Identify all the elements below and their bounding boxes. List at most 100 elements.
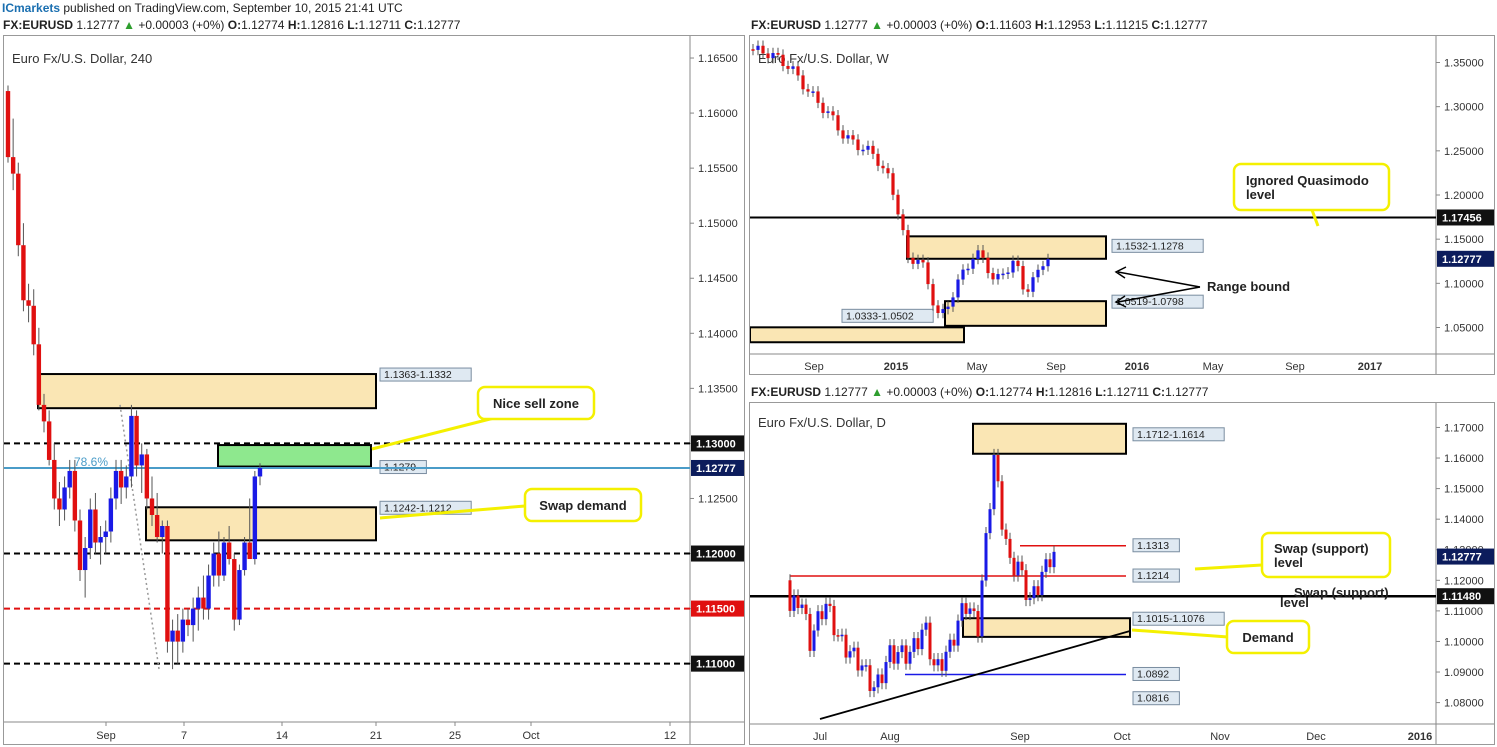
level-label-box <box>1132 568 1180 583</box>
x-tick-label: May <box>1203 361 1224 373</box>
candle-body <box>986 257 990 274</box>
y-tick-label: 1.35000 <box>1444 58 1484 70</box>
zone-supply <box>972 422 1127 455</box>
candle-body <box>916 638 920 650</box>
demand-callout-pointer <box>1131 628 1229 639</box>
author-link[interactable]: ICmarkets <box>2 1 61 15</box>
candle-body <box>812 630 816 651</box>
candle-body <box>77 520 83 571</box>
candle-body <box>871 145 875 154</box>
candle-body <box>991 273 995 280</box>
price-tag: 1.11000 <box>696 659 735 671</box>
candle-body <box>976 611 980 637</box>
x-tick-label: 2016 <box>1125 361 1149 373</box>
candle-body <box>134 415 139 466</box>
candle-body <box>776 53 780 55</box>
x-tick-label: Sep <box>1285 361 1305 373</box>
candle-body <box>801 75 805 90</box>
candle-body <box>175 630 180 642</box>
candle-body <box>876 153 880 166</box>
candle-body <box>820 611 824 620</box>
candle-body <box>846 135 850 139</box>
zone-demand <box>962 617 1131 638</box>
y-tick-label: 1.10000 <box>1444 636 1484 648</box>
candle-body <box>900 645 904 653</box>
y-tick-label: 1.17000 <box>1444 422 1484 434</box>
candle-body <box>1024 570 1028 600</box>
candle-body <box>928 622 932 660</box>
h4-chart-panel[interactable]: 1.16500 1.16000 1.15500 1.15000 1.14500 1.140… <box>3 35 745 745</box>
candle-body <box>72 470 78 521</box>
demand-callout-box <box>1225 619 1311 655</box>
candle-body <box>956 620 960 646</box>
candle-body <box>766 53 770 59</box>
candle-body <box>921 259 925 263</box>
x-tick-label: 7 <box>181 730 187 742</box>
candle-body <box>190 608 196 626</box>
candle-body <box>941 309 945 314</box>
candle-body <box>960 603 964 621</box>
y-tick-label: 1.05000 <box>1444 323 1484 335</box>
candle-body <box>968 608 972 614</box>
candle-body <box>848 651 852 658</box>
x-tick-label: May <box>967 361 988 373</box>
candle-body <box>41 404 47 422</box>
candle-body <box>1028 598 1032 600</box>
candle-body <box>980 580 984 637</box>
chart-title: Euro Fx/U.S. Dollar, W <box>758 51 889 66</box>
candle-body <box>242 542 247 571</box>
candle-body <box>5 91 11 158</box>
candle-body <box>185 619 191 626</box>
candle-body <box>932 659 936 666</box>
x-tick-label: Jul <box>813 731 827 743</box>
x-tick-label: Dec <box>1306 731 1326 743</box>
weekly-chart-panel[interactable]: 1.35000 1.30000 1.25000 1.20000 1.15000 1.100… <box>749 35 1495 375</box>
candle-body <box>852 647 856 652</box>
range-bound-text: Range bound <box>1207 279 1290 294</box>
y-tick-label: 1.14000 <box>1444 514 1484 526</box>
zone-range <box>750 326 965 344</box>
price-tag: 1.12777 <box>1442 254 1482 266</box>
candle-body <box>786 65 790 69</box>
range-arrow-lower <box>1117 286 1201 303</box>
weekly-chart[interactable]: 1.35000 1.30000 1.25000 1.20000 1.15000 1.100… <box>750 36 1495 375</box>
y-tick-label: 1.15000 <box>1444 484 1484 496</box>
candle-body <box>971 258 975 269</box>
candle-body <box>860 665 864 671</box>
candle-body <box>129 415 134 477</box>
candle-body <box>851 135 855 140</box>
swap-support-callout-box <box>1260 531 1392 579</box>
sell-zone-callout-box <box>476 385 596 421</box>
daily-chart-panel[interactable]: 1.170001.160001.150001.140001.130001.120… <box>749 402 1495 745</box>
price-tag-box <box>1437 209 1494 226</box>
candle-body <box>10 157 16 174</box>
publish-header: ICmarkets published on TradingView.com, … <box>0 0 1497 16</box>
candle-body <box>940 659 944 671</box>
h4-chart[interactable]: 1.16500 1.16000 1.15500 1.15000 1.14500 1.140… <box>4 36 745 745</box>
daily-chart[interactable]: 1.170001.160001.150001.140001.130001.120… <box>750 403 1495 745</box>
candle-body <box>956 279 960 298</box>
candle-body <box>831 111 835 116</box>
candle-body <box>226 542 232 560</box>
candle-body <box>908 651 912 664</box>
sell-zone-callout-text: Nice sell zone <box>493 396 579 411</box>
price-tag-box <box>691 600 744 617</box>
candle-body <box>868 665 872 692</box>
quasimodo-callout-pointer <box>1310 209 1320 227</box>
candle-body <box>221 542 227 576</box>
candle-body <box>1026 289 1030 292</box>
candle-body <box>67 470 72 488</box>
daily-ohlc-header: FX:EURUSD 1.12777 ▲ +0.00003 (+0%) O:1.1… <box>751 385 1209 399</box>
x-tick-label: Nov <box>1210 731 1230 743</box>
candle-body <box>211 553 216 576</box>
support-trendline <box>819 630 1131 720</box>
y-tick-label: 1.11000 <box>1444 606 1483 618</box>
x-tick-label: 12 <box>664 730 676 742</box>
candle-body <box>926 262 930 285</box>
zone-label-box <box>1111 238 1204 253</box>
candle-body <box>872 687 876 692</box>
candle-body <box>761 45 765 54</box>
candle-body <box>232 559 237 620</box>
zone-label: 1.1242-1.1212 <box>384 502 452 514</box>
candle-body <box>103 531 108 538</box>
